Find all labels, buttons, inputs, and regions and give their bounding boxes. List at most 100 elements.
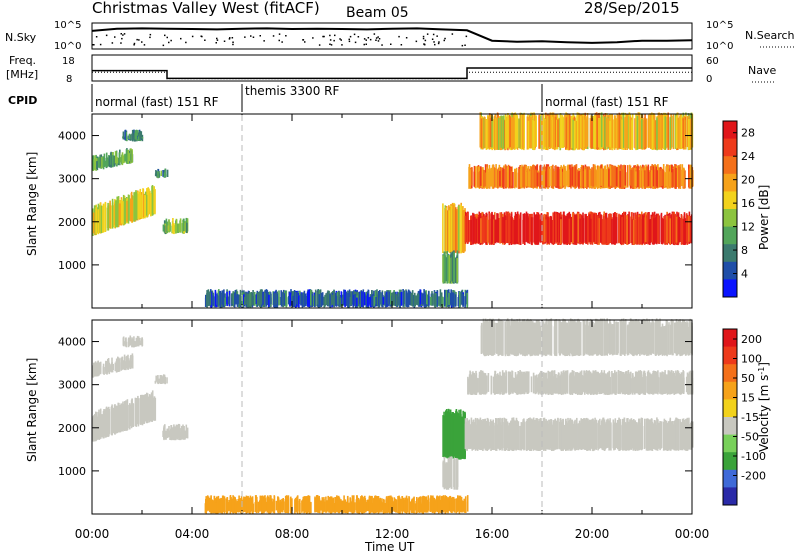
data-cell — [604, 321, 606, 356]
nsearch-point — [369, 38, 372, 41]
data-cell — [481, 117, 484, 150]
data-cell — [259, 291, 261, 306]
data-cell — [177, 425, 179, 439]
data-cell — [452, 209, 454, 254]
data-cell — [615, 371, 618, 394]
data-cell — [436, 290, 438, 307]
data-cell — [435, 293, 438, 307]
nsearch-point — [433, 41, 435, 43]
data-cell — [109, 200, 111, 229]
data-cell — [669, 117, 671, 149]
data-cell — [493, 324, 496, 355]
data-cell — [582, 320, 585, 356]
data-cell — [624, 219, 627, 244]
data-cell — [134, 130, 137, 140]
data-cell — [445, 257, 447, 282]
data-cell — [600, 420, 603, 449]
data-cell — [490, 421, 493, 448]
data-cell — [539, 321, 541, 354]
power-colorbar-swatch — [723, 138, 737, 157]
data-cell — [163, 226, 166, 233]
data-cell — [482, 167, 484, 189]
data-cell — [451, 253, 453, 282]
data-cell — [458, 416, 461, 457]
data-cell — [443, 252, 446, 283]
data-cell — [567, 325, 569, 355]
data-cell — [661, 375, 664, 392]
data-cell — [538, 373, 540, 394]
data-cell — [675, 319, 678, 356]
nsearch-point — [340, 39, 342, 41]
data-cell — [594, 212, 597, 243]
data-cell — [485, 423, 487, 448]
data-cell — [497, 213, 499, 243]
nsearch-point — [272, 35, 275, 37]
data-cell — [500, 376, 502, 392]
data-cell — [99, 205, 102, 234]
data-cell — [609, 422, 612, 448]
data-cell — [690, 422, 692, 448]
data-cell — [123, 401, 126, 430]
data-cell — [644, 320, 646, 355]
data-cell — [533, 165, 535, 188]
data-cell — [601, 319, 603, 355]
data-cell — [638, 323, 641, 353]
data-cell — [107, 410, 109, 434]
data-cell — [588, 370, 590, 394]
data-cell — [542, 120, 545, 150]
data-cell — [680, 114, 683, 150]
data-cell — [252, 290, 254, 306]
data-cell — [562, 319, 564, 353]
data-cell — [608, 371, 611, 394]
nsearch-point — [348, 40, 351, 43]
data-cell — [517, 322, 519, 354]
data-cell — [493, 425, 495, 450]
data-cell — [634, 167, 636, 189]
data-cell — [570, 115, 573, 148]
data-cell — [167, 430, 169, 438]
data-cell — [335, 295, 338, 307]
data-cell — [584, 372, 587, 393]
data-cell — [584, 116, 587, 149]
data-cell — [576, 424, 578, 449]
data-cell — [106, 366, 109, 374]
data-cell — [363, 292, 366, 306]
data-cell — [480, 419, 482, 451]
data-cell — [595, 378, 598, 395]
data-cell — [680, 324, 682, 356]
data-cell — [554, 116, 556, 151]
nsearch-point — [149, 33, 152, 36]
data-cell — [613, 320, 615, 354]
data-cell — [113, 404, 116, 434]
data-cell — [558, 373, 560, 393]
data-cell — [178, 223, 180, 233]
data-cell — [165, 430, 167, 440]
data-cell — [367, 293, 369, 307]
data-cell — [260, 289, 263, 305]
data-cell — [549, 216, 552, 243]
data-cell — [640, 376, 643, 394]
data-cell — [677, 326, 680, 354]
data-cell — [545, 378, 548, 394]
data-cell — [460, 291, 463, 305]
data-cell — [570, 119, 572, 148]
data-cell — [639, 371, 641, 395]
data-cell — [669, 324, 672, 355]
nsearch-point — [95, 36, 98, 38]
nsearch-point — [143, 44, 146, 46]
data-cell — [117, 158, 120, 166]
data-cell — [507, 113, 509, 148]
data-cell — [618, 213, 620, 243]
cpid-label: CPID — [8, 94, 37, 107]
data-cell — [614, 165, 617, 189]
data-cell — [131, 149, 133, 163]
data-cell — [278, 290, 280, 306]
data-cell — [550, 419, 552, 449]
data-cell — [681, 120, 683, 147]
data-cell — [407, 289, 410, 307]
data-cell — [147, 187, 149, 216]
data-cell — [157, 375, 159, 384]
data-cell — [601, 372, 604, 393]
power-colorbar-swatch — [723, 226, 737, 245]
